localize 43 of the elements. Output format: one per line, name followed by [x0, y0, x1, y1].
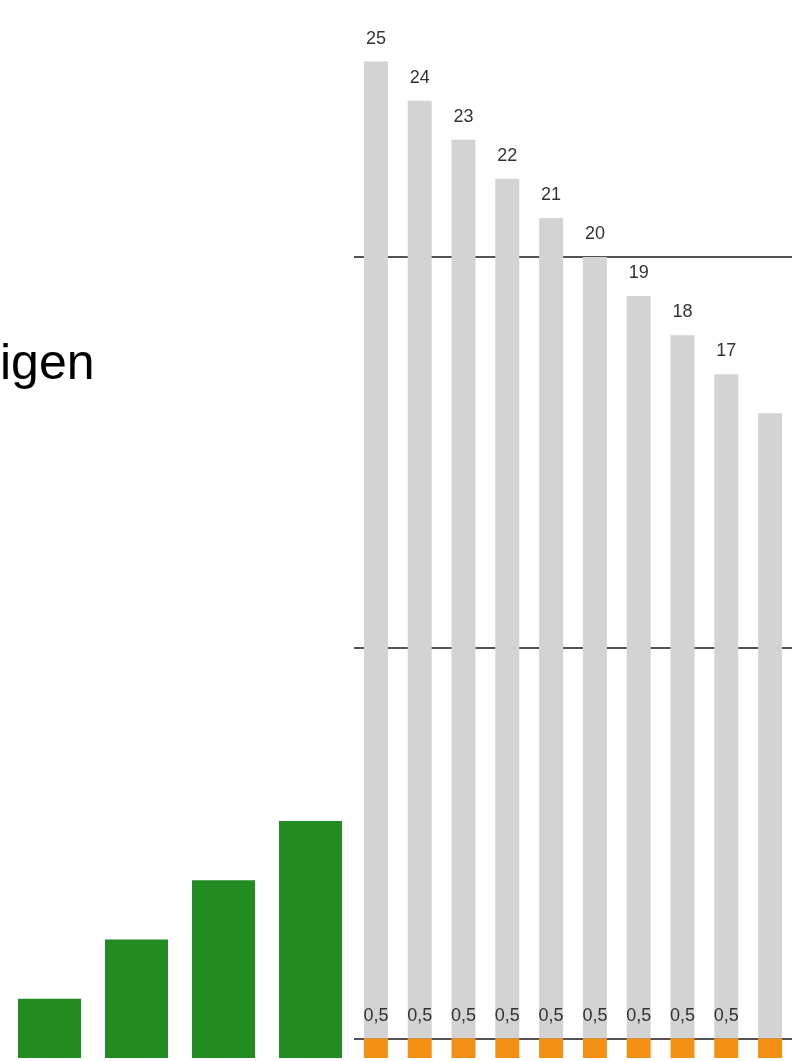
bar [105, 939, 168, 1058]
bar [539, 1038, 564, 1058]
data-label: 0,5 [669, 1005, 696, 1026]
bar [539, 217, 564, 1039]
data-label: 25 [365, 27, 386, 48]
data-label: 17 [716, 340, 737, 361]
bar [407, 100, 432, 1039]
bar [495, 178, 520, 1039]
bar [407, 1038, 432, 1058]
data-label: 0,5 [626, 1005, 652, 1026]
data-label: 0,5 [450, 1005, 477, 1026]
bar [582, 1038, 607, 1058]
data-label: 20 [584, 222, 605, 243]
bar [714, 1038, 739, 1058]
data-label: 23 [453, 105, 474, 126]
data-label: 21 [541, 183, 562, 204]
data-label: 22 [497, 144, 518, 165]
data-label: 0,5 [494, 1005, 520, 1026]
data-label: 24 [409, 66, 430, 87]
bar [670, 1038, 695, 1058]
bar [758, 413, 783, 1039]
data-label: 0,5 [582, 1005, 608, 1026]
data-label: 0,5 [407, 1005, 433, 1026]
bar [758, 1038, 783, 1058]
bar [451, 139, 476, 1039]
data-label: 0,5 [363, 1005, 389, 1026]
bar [363, 1038, 388, 1058]
bar [714, 374, 739, 1039]
bar [626, 296, 651, 1039]
bar [451, 1038, 476, 1058]
data-label: 0,5 [713, 1005, 739, 1026]
chart-title: igen [0, 334, 95, 390]
data-label: 19 [628, 262, 649, 283]
bar [192, 880, 255, 1058]
bar [279, 821, 342, 1058]
bar [363, 61, 388, 1039]
bar [670, 335, 695, 1039]
bar [582, 256, 607, 1039]
data-label: 18 [672, 301, 693, 322]
bar [18, 998, 81, 1058]
bar [495, 1038, 520, 1058]
data-label: 0,5 [538, 1005, 564, 1026]
bar [626, 1038, 651, 1058]
